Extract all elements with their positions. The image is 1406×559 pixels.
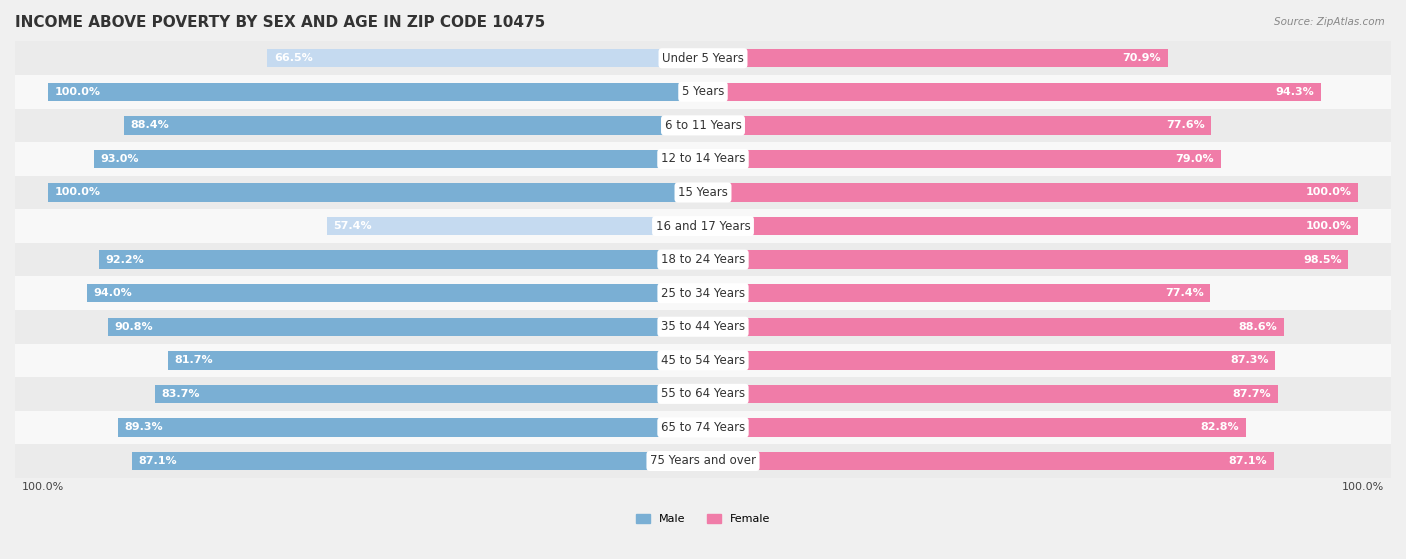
Text: 100.0%: 100.0%: [1306, 187, 1351, 197]
Bar: [15, 344, 1391, 377]
Text: 57.4%: 57.4%: [333, 221, 373, 231]
Text: 70.9%: 70.9%: [1122, 53, 1161, 63]
Bar: [15, 41, 1391, 75]
Bar: [15, 310, 1391, 344]
Bar: [98, 250, 703, 269]
Bar: [167, 351, 703, 369]
Text: 100.0%: 100.0%: [55, 87, 100, 97]
Bar: [94, 150, 703, 168]
Bar: [15, 276, 1391, 310]
Text: Under 5 Years: Under 5 Years: [662, 52, 744, 65]
Text: 5 Years: 5 Years: [682, 86, 724, 98]
Bar: [703, 183, 1358, 202]
Text: 94.0%: 94.0%: [94, 288, 132, 298]
Bar: [118, 418, 703, 437]
Text: 100.0%: 100.0%: [55, 187, 100, 197]
Text: 94.3%: 94.3%: [1275, 87, 1315, 97]
Text: 35 to 44 Years: 35 to 44 Years: [661, 320, 745, 333]
Bar: [132, 452, 703, 470]
Bar: [703, 49, 1167, 68]
Text: Source: ZipAtlas.com: Source: ZipAtlas.com: [1274, 17, 1385, 27]
Text: 98.5%: 98.5%: [1303, 254, 1341, 264]
Text: 75 Years and over: 75 Years and over: [650, 454, 756, 467]
Bar: [48, 83, 703, 101]
Text: 12 to 14 Years: 12 to 14 Years: [661, 153, 745, 165]
Text: 77.6%: 77.6%: [1166, 120, 1205, 130]
Bar: [15, 411, 1391, 444]
Text: 87.7%: 87.7%: [1233, 389, 1271, 399]
Bar: [703, 351, 1275, 369]
Text: 100.0%: 100.0%: [1343, 482, 1385, 492]
Text: 79.0%: 79.0%: [1175, 154, 1215, 164]
Text: 100.0%: 100.0%: [1306, 221, 1351, 231]
Bar: [703, 83, 1320, 101]
Text: 25 to 34 Years: 25 to 34 Years: [661, 287, 745, 300]
Bar: [703, 116, 1212, 135]
Bar: [267, 49, 703, 68]
Bar: [48, 183, 703, 202]
Text: 45 to 54 Years: 45 to 54 Years: [661, 354, 745, 367]
Bar: [15, 75, 1391, 108]
Bar: [15, 377, 1391, 411]
Bar: [703, 217, 1358, 235]
Text: INCOME ABOVE POVERTY BY SEX AND AGE IN ZIP CODE 10475: INCOME ABOVE POVERTY BY SEX AND AGE IN Z…: [15, 15, 546, 30]
Text: 6 to 11 Years: 6 to 11 Years: [665, 119, 741, 132]
Text: 65 to 74 Years: 65 to 74 Years: [661, 421, 745, 434]
Bar: [15, 142, 1391, 176]
Bar: [124, 116, 703, 135]
Bar: [15, 444, 1391, 478]
Text: 100.0%: 100.0%: [21, 482, 63, 492]
Bar: [15, 209, 1391, 243]
Legend: Male, Female: Male, Female: [631, 510, 775, 529]
Text: 77.4%: 77.4%: [1164, 288, 1204, 298]
Text: 87.3%: 87.3%: [1230, 356, 1268, 366]
Text: 18 to 24 Years: 18 to 24 Years: [661, 253, 745, 266]
Bar: [703, 250, 1348, 269]
Text: 16 and 17 Years: 16 and 17 Years: [655, 220, 751, 233]
Text: 81.7%: 81.7%: [174, 356, 212, 366]
Text: 87.1%: 87.1%: [1229, 456, 1267, 466]
Bar: [87, 284, 703, 302]
Text: 88.6%: 88.6%: [1239, 322, 1277, 331]
Bar: [703, 150, 1220, 168]
Text: 66.5%: 66.5%: [274, 53, 312, 63]
Bar: [15, 108, 1391, 142]
Bar: [703, 385, 1278, 403]
Bar: [703, 452, 1274, 470]
Text: 15 Years: 15 Years: [678, 186, 728, 199]
Text: 90.8%: 90.8%: [115, 322, 153, 331]
Bar: [703, 318, 1284, 336]
Text: 82.8%: 82.8%: [1201, 423, 1239, 433]
Bar: [108, 318, 703, 336]
Text: 55 to 64 Years: 55 to 64 Years: [661, 387, 745, 400]
Bar: [155, 385, 703, 403]
Bar: [703, 284, 1211, 302]
Text: 88.4%: 88.4%: [131, 120, 169, 130]
Bar: [703, 418, 1246, 437]
Text: 93.0%: 93.0%: [100, 154, 139, 164]
Text: 83.7%: 83.7%: [162, 389, 200, 399]
Bar: [15, 176, 1391, 209]
Text: 87.1%: 87.1%: [139, 456, 177, 466]
Text: 89.3%: 89.3%: [124, 423, 163, 433]
Bar: [326, 217, 703, 235]
Bar: [15, 243, 1391, 276]
Text: 92.2%: 92.2%: [105, 254, 145, 264]
